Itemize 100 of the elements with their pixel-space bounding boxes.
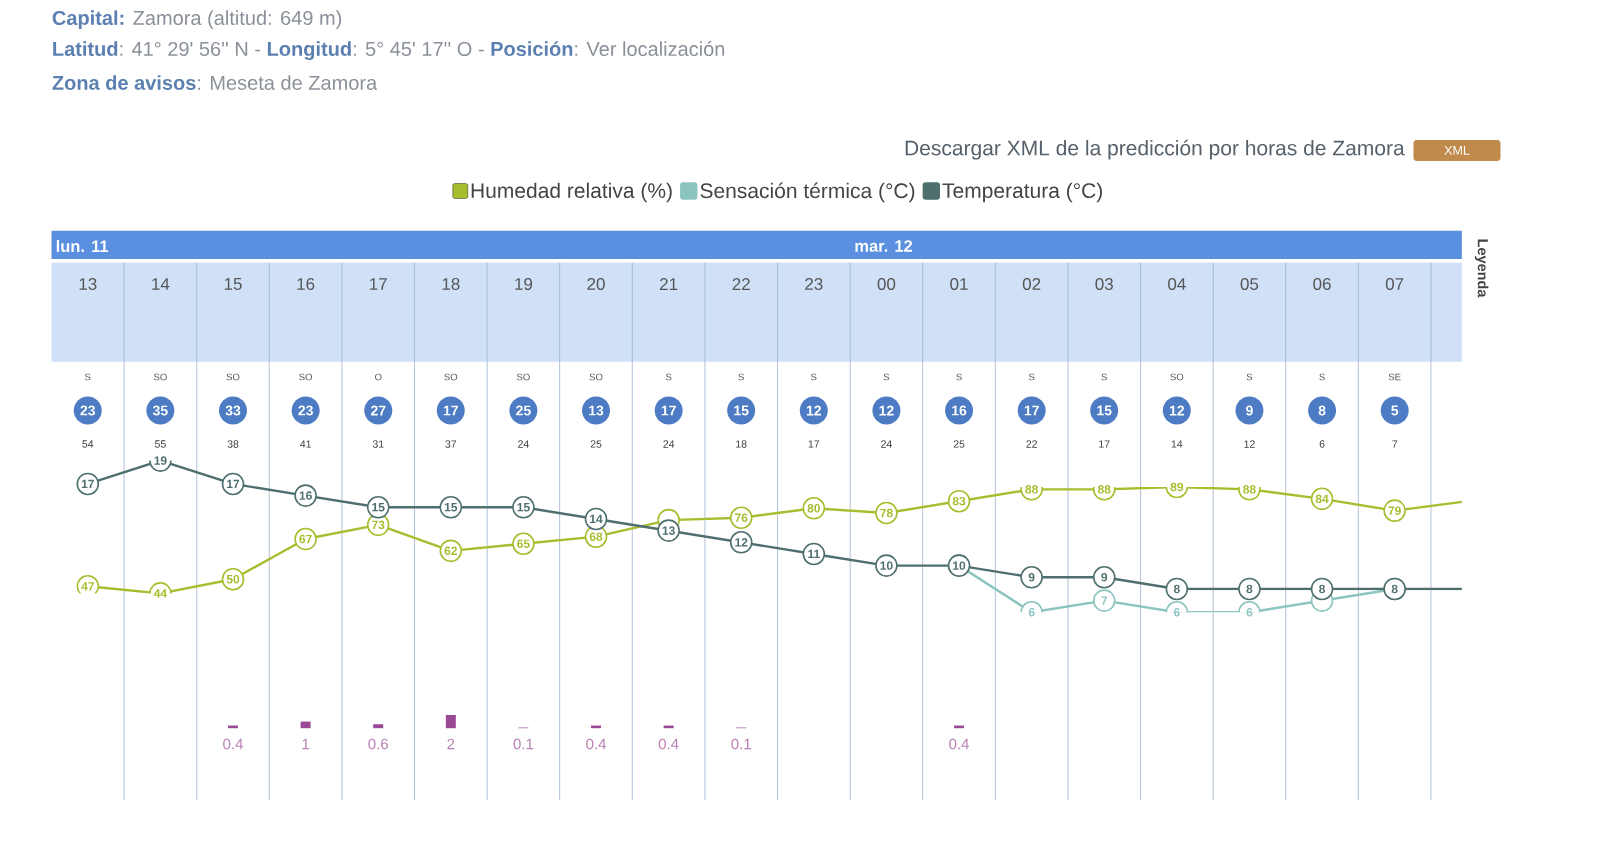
category-label: O xyxy=(375,373,382,381)
data-label: 38 xyxy=(227,440,239,448)
data-label: 14 xyxy=(1171,440,1183,448)
data-label: 13 xyxy=(662,526,675,535)
data-label: 12 xyxy=(1244,440,1255,448)
category-label: SO xyxy=(516,373,530,381)
category-label: SO xyxy=(589,373,603,381)
data-label: 0.4 xyxy=(586,738,607,750)
category-label: SO xyxy=(299,373,313,381)
data-label: 13 xyxy=(589,405,604,416)
data-label: 15 xyxy=(734,405,749,416)
bar xyxy=(300,721,311,729)
data-label: 25 xyxy=(516,405,531,416)
data-label: 18 xyxy=(736,440,747,448)
category-label: S xyxy=(1028,373,1035,381)
x-tick-label: 23 xyxy=(805,277,823,291)
x-tick-label: 02 xyxy=(1022,277,1041,291)
text: Leyenda xyxy=(1474,239,1489,298)
data-label: 8 xyxy=(1173,584,1180,594)
data-label: 19 xyxy=(154,456,167,465)
bar xyxy=(373,724,384,729)
data-label: 89 xyxy=(1170,482,1184,492)
category-label: SO xyxy=(444,373,458,381)
point xyxy=(1092,565,1116,589)
data-label: 83 xyxy=(952,496,966,506)
category-label: S xyxy=(738,373,744,381)
category-label: S xyxy=(1246,373,1253,381)
text: lun. 11 xyxy=(56,239,109,253)
point xyxy=(1092,589,1116,612)
data-label: 25 xyxy=(590,440,602,448)
data-label: 0.1 xyxy=(513,738,534,750)
data-label: 17 xyxy=(1099,440,1110,448)
x-tick-label: 01 xyxy=(950,277,968,291)
x-tick-label: 14 xyxy=(152,278,170,290)
data-label: 12 xyxy=(879,405,894,416)
x-tick-label: 17 xyxy=(370,278,387,290)
text: mar. 12 xyxy=(855,240,913,252)
data-label: 73 xyxy=(372,520,385,530)
text: XML xyxy=(1444,146,1470,155)
x-tick-label: 22 xyxy=(732,278,750,290)
data-label: 12 xyxy=(735,538,748,547)
data-label: 23 xyxy=(80,405,96,416)
data-label: 80 xyxy=(807,504,820,513)
data-label: 8 xyxy=(1391,584,1398,594)
x-tick-label: 20 xyxy=(587,277,605,291)
data-label: 9 xyxy=(1028,573,1035,582)
data-label: 8 xyxy=(1319,584,1326,594)
legend-label: Humedad relativa (%) xyxy=(471,182,672,203)
data-label: 41 xyxy=(300,440,311,448)
data-label: 16 xyxy=(299,491,312,500)
data-label: 11 xyxy=(808,549,820,559)
data-label: 24 xyxy=(881,440,892,448)
legend-label: Temperatura (°C) xyxy=(942,182,1102,203)
data-label: 7 xyxy=(1392,440,1398,448)
data-label: 0.6 xyxy=(368,738,388,750)
category-label: SO xyxy=(226,373,240,381)
data-label: 44 xyxy=(153,589,168,598)
category-label: SO xyxy=(1170,373,1184,381)
x-tick-label: 00 xyxy=(877,277,896,291)
data-label: 9 xyxy=(1101,573,1108,582)
data-label: 16 xyxy=(952,405,967,416)
x-tick-label: 16 xyxy=(297,277,315,291)
data-label: 6 xyxy=(1173,608,1180,617)
text: Zona de avisos: Meseta de Zamora xyxy=(52,75,378,90)
data-label: 15 xyxy=(372,503,385,512)
data-label: 62 xyxy=(444,546,458,556)
data-label: 10 xyxy=(880,561,893,570)
data-label: 76 xyxy=(735,513,748,522)
data-label: 0.4 xyxy=(658,738,679,750)
data-label: 8 xyxy=(1318,405,1326,416)
data-label: 79 xyxy=(1388,506,1401,515)
data-label: 17 xyxy=(81,479,94,489)
data-label: 25 xyxy=(953,440,965,448)
data-label: 17 xyxy=(1024,405,1039,416)
data-label: 6 xyxy=(1246,608,1253,617)
x-tick-label: 19 xyxy=(515,277,533,291)
x-tick-label: 18 xyxy=(442,277,460,291)
data-label: 12 xyxy=(806,405,822,416)
data-label: 17 xyxy=(808,440,820,448)
data-label: 22 xyxy=(1026,440,1037,448)
x-tick-label: 13 xyxy=(79,277,97,291)
data-label: 27 xyxy=(370,405,386,416)
data-label: 33 xyxy=(225,405,241,416)
data-label: 2 xyxy=(447,738,455,750)
data-label: 67 xyxy=(299,534,312,544)
data-label: 31 xyxy=(372,440,384,448)
data-label: 7 xyxy=(1101,596,1108,605)
data-label: 15 xyxy=(1097,405,1112,416)
data-label: 17 xyxy=(443,405,458,416)
data-label: 54 xyxy=(82,440,94,448)
data-label: 10 xyxy=(953,561,966,570)
data-label: 0.4 xyxy=(223,738,243,750)
data-label: 17 xyxy=(661,405,676,416)
category-label: S xyxy=(665,373,672,381)
data-label: 35 xyxy=(152,405,168,416)
data-label: 6 xyxy=(1028,608,1035,617)
x-tick-label: 15 xyxy=(224,278,242,290)
category-label: S xyxy=(1101,373,1107,381)
data-label: 14 xyxy=(590,514,603,524)
data-label: 0.4 xyxy=(949,738,970,750)
